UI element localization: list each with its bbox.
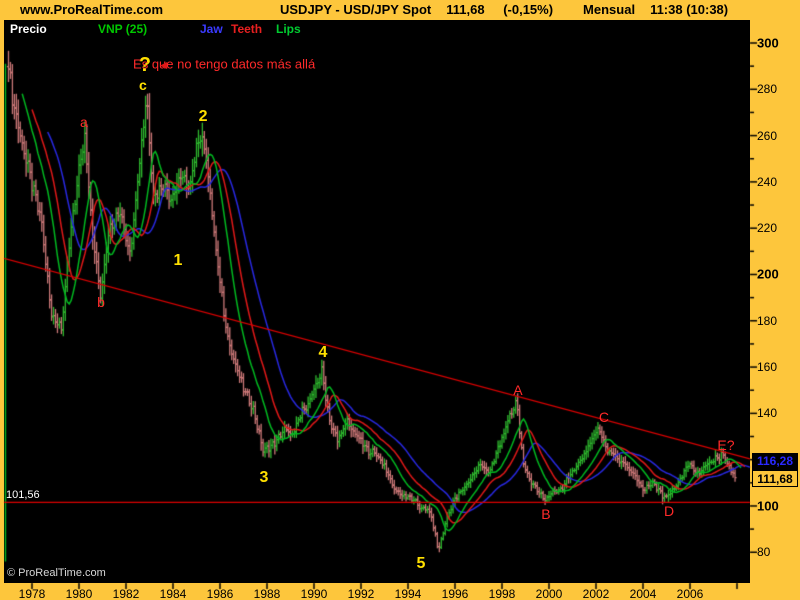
chart-title: USDJPY - USD/JPY Spot: [280, 2, 432, 17]
legend-teeth[interactable]: Teeth: [231, 22, 263, 36]
y-axis-label: 200: [757, 266, 779, 282]
x-axis-label: 1982: [112, 587, 140, 600]
wave-label-2[interactable]: 2: [198, 108, 208, 126]
legend-jaw[interactable]: Jaw: [200, 22, 223, 36]
last-price-quote: 111,68 (-0,15%): [446, 2, 554, 17]
legend-vnp-indicator[interactable]: VNP (25): [98, 22, 148, 36]
x-axis-label: 1992: [347, 587, 375, 600]
wave-label-b[interactable]: b: [97, 294, 105, 311]
x-axis-label: 1980: [65, 587, 93, 600]
wave-label-q[interactable]: ?: [138, 53, 151, 76]
arrow-annotation-icon[interactable]: ◄: [157, 58, 170, 73]
x-axis-label: 1988: [253, 587, 281, 600]
y-axis-label: 100: [757, 498, 779, 514]
x-axis-label: 1990: [300, 587, 328, 600]
wave-label-a[interactable]: a: [80, 113, 88, 130]
y-axis-label: 180: [757, 313, 778, 328]
drawn-text-annotation[interactable]: Es que no tengo datos más allá: [133, 56, 316, 72]
y-axis-label: 260: [757, 128, 778, 143]
y-axis-label: 160: [757, 360, 778, 375]
x-axis-label: 2002: [582, 587, 610, 600]
timeframe-label[interactable]: Mensual: [583, 2, 636, 17]
wave-label-3[interactable]: 3: [259, 469, 269, 487]
site-link[interactable]: www.ProRealTime.com: [20, 2, 164, 17]
copyright-watermark: © ProRealTime.com: [7, 567, 106, 579]
x-axis-label: 2006: [676, 587, 704, 600]
wave-label-B[interactable]: B: [541, 506, 551, 523]
x-axis-label: 1986: [206, 587, 234, 600]
y-axis-label: 240: [757, 174, 778, 189]
y-axis-label: 280: [757, 82, 778, 97]
wave-label-C[interactable]: C: [598, 408, 610, 425]
last-price-box: 111,68: [752, 470, 798, 488]
x-axis-label: 1994: [394, 587, 422, 600]
x-axis-label: 2000: [535, 587, 563, 600]
jaw-value-box: 116,28: [752, 453, 798, 471]
chart-title-group: USDJPY - USD/JPY Spot 111,68 (-0,15%) Mens…: [280, 0, 743, 20]
title-bar: www.ProRealTime.com USDJPY - USD/JPY Spo…: [0, 0, 800, 20]
legend-price[interactable]: Precio: [10, 22, 47, 36]
wave-label-Eq[interactable]: E?: [717, 436, 735, 453]
x-axis-label: 1996: [441, 587, 469, 600]
y-axis-label: 220: [757, 221, 778, 236]
wave-label-1[interactable]: 1: [173, 251, 183, 269]
wave-label-c[interactable]: c: [139, 76, 147, 93]
y-axis-label: 300: [757, 35, 779, 51]
wave-label-5[interactable]: 5: [416, 554, 426, 572]
wave-label-D[interactable]: D: [664, 502, 675, 519]
support-level-label: 101,56: [6, 489, 40, 502]
x-axis-label: 1978: [18, 587, 46, 600]
legend-bar: Precio VNP (25) Jaw Teeth Lips: [0, 22, 740, 36]
wave-label-4[interactable]: 4: [318, 344, 328, 362]
clock: 11:38 (10:38): [650, 2, 729, 17]
wave-label-A[interactable]: A: [513, 382, 523, 399]
x-axis-label: 2004: [629, 587, 657, 600]
y-axis-label: 80: [757, 545, 771, 560]
x-axis-label: 1984: [159, 587, 187, 600]
y-axis-label: 140: [757, 406, 778, 421]
legend-lips[interactable]: Lips: [276, 22, 301, 36]
x-axis-label: 1998: [488, 587, 516, 600]
